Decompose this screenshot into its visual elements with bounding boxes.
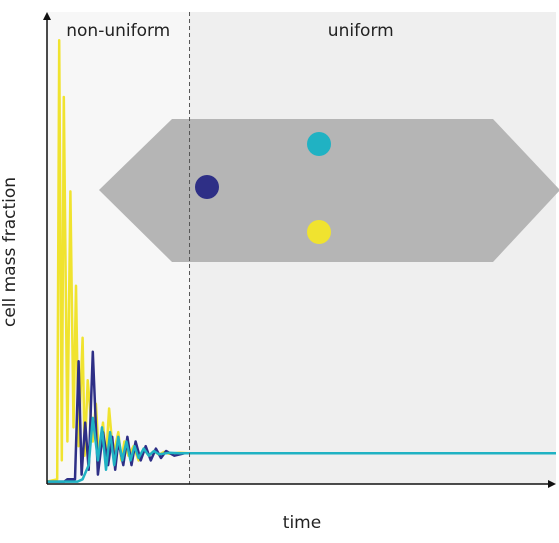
- inset-dot-dark-blue: [195, 175, 219, 199]
- y-axis-label: cell mass fraction: [0, 177, 20, 327]
- inset-hexagon-shape: [99, 119, 559, 262]
- inset-illustration: [99, 119, 559, 262]
- series-layer: [46, 39, 556, 483]
- x-axis-arrow-icon: [548, 480, 556, 488]
- region-label-non-uniform: non-uniform: [66, 21, 170, 41]
- x-axis-label: time: [283, 513, 321, 533]
- y-axis-arrow-icon: [43, 12, 51, 20]
- series-line-2: [47, 416, 556, 483]
- region-label-uniform: uniform: [328, 21, 394, 41]
- inset-dot-yellow: [307, 220, 331, 244]
- inset-dot-teal: [307, 132, 331, 156]
- axes: [43, 12, 556, 488]
